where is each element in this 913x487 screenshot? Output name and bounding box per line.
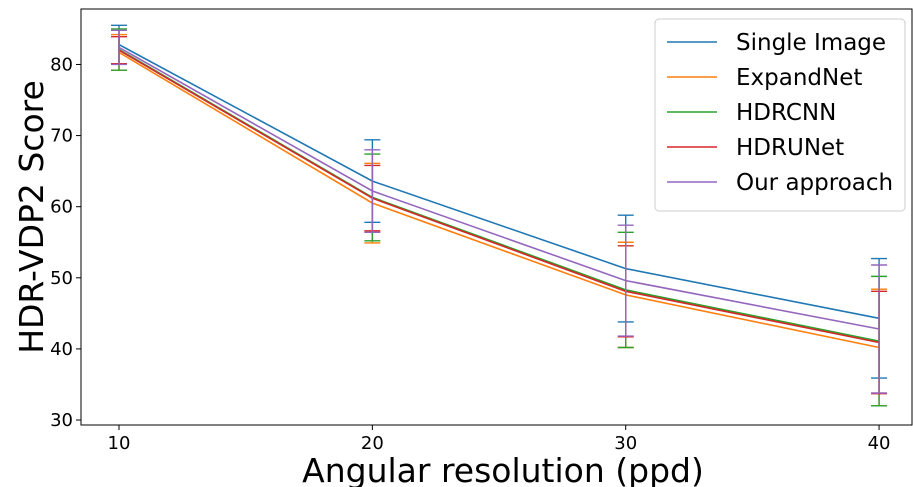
legend-item: Our approach — [667, 170, 893, 196]
x-tick-label: 10 — [108, 433, 131, 454]
legend-item: HDRUNet — [667, 135, 844, 161]
series-our-approach — [111, 29, 888, 394]
y-tick-label: 70 — [50, 126, 73, 147]
series-line — [118, 49, 880, 344]
legend-box — [654, 18, 906, 212]
y-tick-label: 50 — [50, 268, 73, 289]
x-axis-title: Angular resolution (ppd) — [302, 451, 704, 487]
legend-item: HDRCNN — [667, 100, 836, 126]
y-tick-label: 30 — [50, 410, 73, 431]
legend-item: Single Image — [667, 30, 886, 56]
x-tick-label: 20 — [361, 433, 384, 454]
error-bar — [111, 29, 128, 66]
axes: 10 20 30 40 30 40 50 60 70 80 — [50, 54, 890, 454]
legend-label: Single Image — [736, 30, 886, 56]
plot-frame — [80, 8, 913, 426]
legend-items: Single Image ExpandNet HDRCNN HDRUNet Our ap… — [667, 30, 893, 196]
y-tick-label: 40 — [50, 339, 73, 360]
y-tick-label: 80 — [50, 54, 73, 75]
legend-label: ExpandNet — [736, 65, 862, 91]
series-line — [118, 46, 880, 330]
series-line — [118, 43, 880, 320]
series-layer — [111, 24, 888, 407]
legend-label: Our approach — [736, 170, 893, 196]
x-tick-label: 30 — [614, 433, 637, 454]
series-line — [118, 51, 880, 349]
legend: Single Image ExpandNet HDRCNN HDRUNet Our ap… — [654, 18, 906, 212]
legend-label: HDRCNN — [736, 100, 836, 126]
x-tick-label: 40 — [868, 433, 891, 454]
y-axis-title: HDR-VDP2 Score — [12, 80, 51, 354]
error-bar — [617, 224, 634, 337]
y-tick-label: 60 — [50, 197, 73, 218]
error-bar — [871, 264, 888, 394]
error-bar — [364, 149, 381, 233]
legend-item: ExpandNet — [667, 65, 862, 91]
legend-label: HDRUNet — [736, 135, 844, 161]
